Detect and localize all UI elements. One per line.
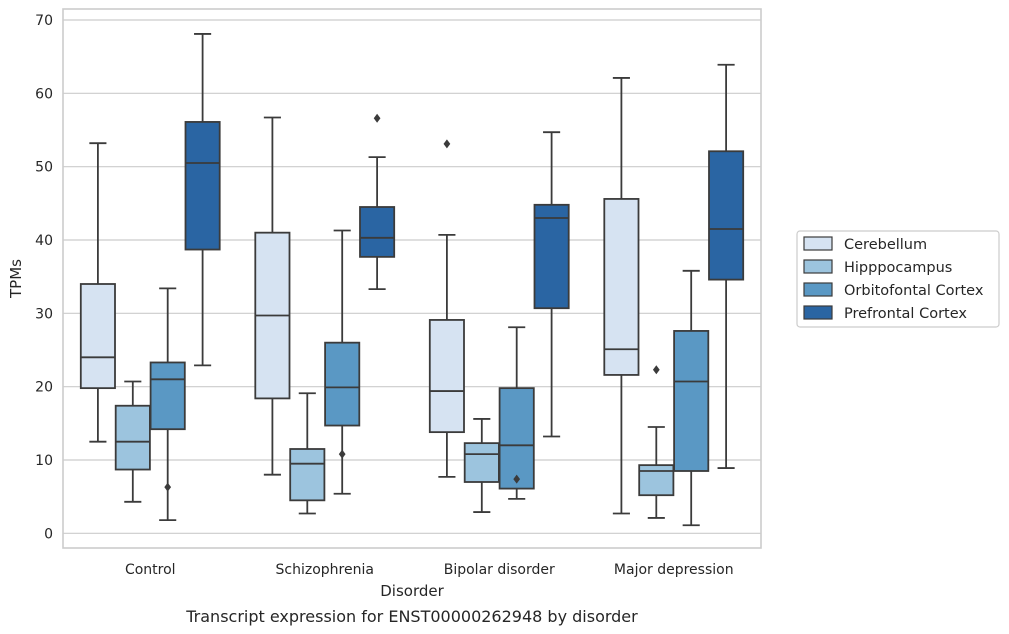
box-iqr xyxy=(463,442,500,483)
outlier-0 xyxy=(513,474,521,484)
legend-frame xyxy=(796,230,1000,328)
legend-swatch-hipppocampus xyxy=(803,259,833,274)
outlier-0 xyxy=(164,482,172,492)
box-hipppocampus-control xyxy=(114,380,151,503)
box-orbitofontal-cortex-bipolar-disorder xyxy=(498,326,535,500)
box-hipppocampus-major-depression xyxy=(638,365,675,519)
plot-marks xyxy=(79,33,745,527)
box-iqr xyxy=(533,203,570,310)
box-iqr xyxy=(673,330,710,472)
y-tick-label-40: 40 xyxy=(35,233,53,249)
x-tick-label-schizophrenia: Schizophrenia xyxy=(276,562,374,578)
y-tick-label-60: 60 xyxy=(35,86,53,102)
box-iqr xyxy=(359,206,396,258)
legend-label-orbitofontal-cortex: Orbitofontal Cortex xyxy=(844,283,984,299)
box-iqr xyxy=(289,448,326,502)
box-iqr xyxy=(428,319,465,434)
figure-caption: Transcript expression for ENST0000026294… xyxy=(185,607,638,626)
x-axis-label: Disorder xyxy=(380,582,444,600)
box-iqr xyxy=(79,283,116,390)
box-iqr xyxy=(149,361,186,431)
y-tick-label-10: 10 xyxy=(35,453,53,469)
legend-swatch-orbitofontal-cortex xyxy=(803,282,833,297)
y-tick-label-70: 70 xyxy=(35,13,53,29)
legend-label-cerebellum: Cerebellum xyxy=(844,237,927,253)
legend-label-prefrontal-cortex: Prefrontal Cortex xyxy=(844,306,967,322)
y-tick-label-0: 0 xyxy=(44,526,53,542)
box-cerebellum-control xyxy=(79,142,116,443)
y-tick-label-30: 30 xyxy=(35,306,53,322)
box-iqr xyxy=(114,404,151,471)
y-axis: 0 10 20 30 40 50 60 70 xyxy=(35,13,53,542)
legend-label-hipppocampus: Hipppocampus xyxy=(844,260,952,276)
box-orbitofontal-cortex-control xyxy=(149,287,186,522)
box-iqr xyxy=(708,150,745,281)
box-prefrontal-cortex-bipolar-disorder xyxy=(533,131,570,438)
box-prefrontal-cortex-major-depression xyxy=(708,63,745,469)
y-tick-label-20: 20 xyxy=(35,380,53,396)
box-iqr xyxy=(324,341,361,427)
y-axis-label: TPMs xyxy=(7,259,25,299)
box-orbitofontal-cortex-major-depression xyxy=(673,269,710,527)
box-cerebellum-major-depression xyxy=(603,77,640,515)
box-iqr xyxy=(184,121,221,251)
plot-frame xyxy=(62,8,762,549)
legend-swatch-prefrontal-cortex xyxy=(803,305,833,320)
box-iqr xyxy=(498,387,535,490)
y-tick-label-50: 50 xyxy=(35,160,53,176)
box-cerebellum-bipolar-disorder xyxy=(428,139,465,478)
box-prefrontal-cortex-schizophrenia xyxy=(359,113,396,291)
outlier-0 xyxy=(443,139,451,149)
legend-swatch-cerebellum xyxy=(803,236,833,251)
box-iqr xyxy=(603,198,640,376)
x-tick-label-control: Control xyxy=(125,562,176,578)
x-tick-label-bipolar-disorder: Bipolar disorder xyxy=(444,562,555,578)
x-tick-label-major-depression: Major depression xyxy=(614,562,734,578)
x-axis: Control Schizophrenia Bipolar disorder Majo… xyxy=(125,562,734,578)
box-cerebellum-schizophrenia xyxy=(254,116,291,476)
box-hipppocampus-bipolar-disorder xyxy=(463,418,500,513)
box-orbitofontal-cortex-schizophrenia xyxy=(324,229,361,495)
outlier-0 xyxy=(373,113,381,123)
outlier-0 xyxy=(652,365,660,375)
box-prefrontal-cortex-control xyxy=(184,33,221,367)
legend: Cerebellum Hipppocampus Orbitofontal Corte… xyxy=(796,230,1000,328)
box-hipppocampus-schizophrenia xyxy=(289,392,326,515)
box-iqr xyxy=(638,464,675,497)
outlier-0 xyxy=(338,449,346,459)
